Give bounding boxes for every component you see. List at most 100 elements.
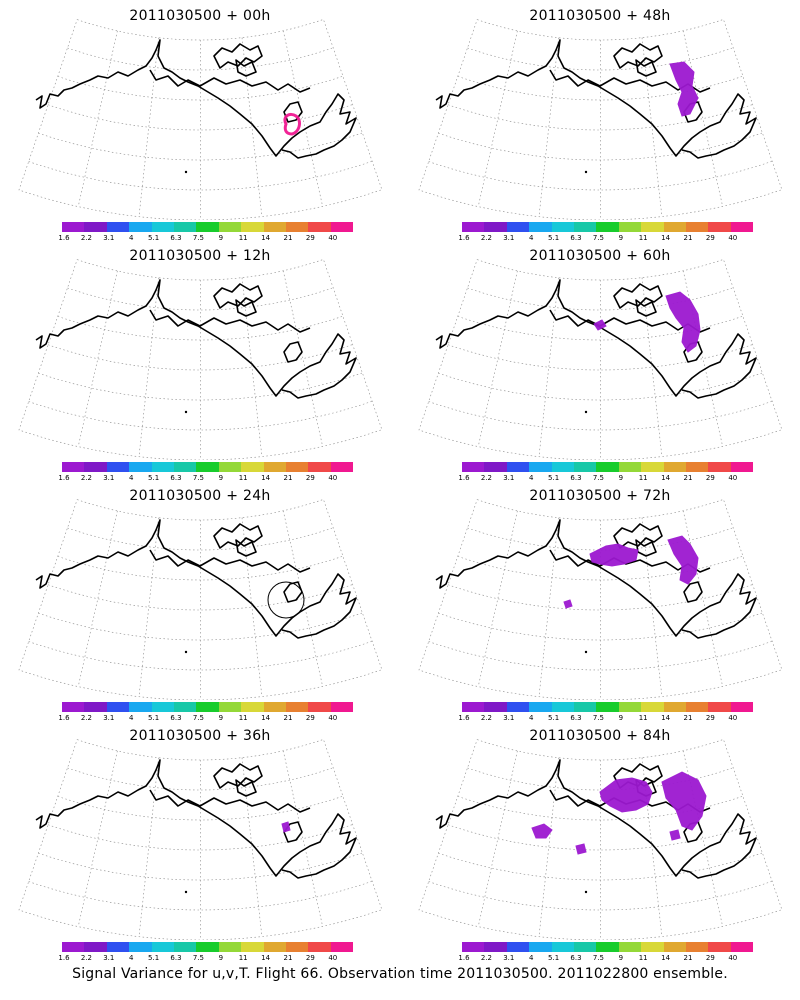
colorbar-tick-label: 21 [683, 954, 693, 962]
colorbar-swatch [730, 702, 754, 712]
colorbar-tick-label: 29 [305, 714, 315, 722]
colorbar-ticks: 1.6 2.2 3.1 4 5.1 6.3 7.5 9 11 14 21 29 40 [58, 954, 362, 964]
panel-title: 2011030500 + 00h [129, 8, 271, 24]
colorbar-swatch [529, 942, 552, 952]
colorbar-tick-label: 2.2 [480, 234, 492, 242]
colorbar-swatch [618, 702, 642, 712]
colorbar [462, 942, 754, 952]
colorbar-swatch [196, 462, 219, 472]
colorbar-tick-label: 40 [328, 954, 338, 962]
colorbar-tick-label: 29 [705, 714, 715, 722]
colorbar-tick-label: 14 [261, 954, 271, 962]
panel-title: 2011030500 + 48h [529, 8, 671, 24]
colorbar-tick-label: 2.2 [480, 954, 492, 962]
colorbar-tick-label: 7.5 [192, 954, 204, 962]
colorbar-swatch [308, 942, 331, 952]
colorbar-tick-label: 29 [705, 954, 715, 962]
colorbar-swatch [618, 462, 642, 472]
colorbar-tick-label: 5.1 [148, 474, 160, 482]
map [418, 19, 783, 220]
colorbar-swatch [218, 222, 242, 232]
colorbar-tick-label: 4 [528, 714, 534, 722]
colorbar-tick-label: 1.6 [458, 954, 470, 962]
colorbar-tick-label: 3.1 [503, 474, 515, 482]
colorbar-swatch [596, 702, 619, 712]
colorbar-swatch [663, 222, 686, 232]
colorbar-tick-label: 14 [661, 714, 671, 722]
signal-area [661, 771, 707, 831]
colorbar-swatch [330, 222, 354, 232]
colorbar-tick-label: 29 [305, 474, 315, 482]
panel-title: 2011030500 + 72h [529, 488, 671, 504]
island [584, 170, 588, 174]
colorbar-swatch [551, 462, 574, 472]
panel-00h: 2011030500 + 00h 1.6 2.2 3.1 4 5.1 6.3 7.5 9 11 1… [0, 0, 400, 242]
colorbar-tick-label: 7.5 [192, 234, 204, 242]
colorbar-tick-label: 6.3 [570, 474, 582, 482]
signal-area [593, 319, 607, 331]
colorbar-tick-label: 40 [728, 474, 738, 482]
colorbar [62, 222, 354, 232]
colorbar-tick-label: 5.1 [548, 714, 560, 722]
colorbar-swatch [685, 462, 709, 472]
colorbar-swatch [663, 462, 686, 472]
colorbar-tick-label: 9 [218, 954, 224, 962]
colorbar-tick-label: 5.1 [548, 234, 560, 242]
colorbar-swatch [708, 942, 731, 952]
colorbar-swatch [129, 462, 152, 472]
colorbar-tick-label: 1.6 [458, 234, 470, 242]
colorbar-swatch [596, 222, 619, 232]
colorbar-tick-label: 4 [528, 474, 534, 482]
coastline [35, 759, 357, 879]
colorbar [62, 942, 354, 952]
island [184, 170, 188, 174]
colorbar-swatch [285, 222, 309, 232]
colorbar-swatch [685, 702, 709, 712]
colorbar-tick-label: 7.5 [192, 474, 204, 482]
colorbar-swatch [285, 942, 309, 952]
colorbar-tick-label: 21 [283, 474, 293, 482]
colorbar-swatch [173, 942, 197, 952]
colorbar-tick-label: 3.1 [103, 954, 115, 962]
colorbar-swatch [308, 222, 331, 232]
colorbar-ticks: 1.6 2.2 3.1 4 5.1 6.3 7.5 9 11 14 21 29 40 [458, 474, 762, 484]
colorbar-swatch [708, 222, 731, 232]
colorbar-swatch [263, 702, 286, 712]
colorbar-swatch [730, 942, 754, 952]
colorbar-swatch [241, 462, 264, 472]
colorbar-tick-label: 3.1 [503, 954, 515, 962]
colorbar-swatch [596, 462, 619, 472]
colorbar-swatch [573, 222, 597, 232]
colorbar-swatch [129, 942, 152, 952]
graticule [28, 510, 373, 700]
colorbar-ticks: 1.6 2.2 3.1 4 5.1 6.3 7.5 9 11 14 21 29 40 [58, 714, 362, 724]
colorbar-tick-label: 14 [661, 234, 671, 242]
colorbar-swatch [708, 462, 731, 472]
colorbar-tick-label: 11 [238, 714, 248, 722]
colorbar-swatch [641, 462, 664, 472]
colorbar-tick-label: 29 [305, 234, 315, 242]
colorbar-swatch [84, 462, 107, 472]
colorbar-swatch [196, 222, 219, 232]
colorbar-tick-label: 40 [328, 474, 338, 482]
signal-area [575, 843, 587, 855]
colorbar-swatch [596, 942, 619, 952]
colorbar-tick-label: 2.2 [480, 714, 492, 722]
colorbar-tick-label: 14 [661, 474, 671, 482]
colorbar-tick-label: 3.1 [503, 234, 515, 242]
colorbar-tick-label: 5.1 [148, 234, 160, 242]
graticule [428, 270, 773, 460]
colorbar-swatch [263, 462, 286, 472]
colorbar-tick-label: 21 [283, 954, 293, 962]
colorbar-swatch [663, 702, 686, 712]
colorbar-swatch [484, 702, 507, 712]
map-boundary [18, 499, 383, 700]
colorbar-swatch [218, 942, 242, 952]
colorbar-tick-label: 11 [238, 954, 248, 962]
colorbar-swatch [462, 942, 485, 952]
colorbar-tick-label: 2.2 [80, 474, 92, 482]
colorbar-swatch [173, 222, 197, 232]
signal-area [531, 823, 553, 839]
map-boundary [18, 739, 383, 940]
colorbar-tick-label: 11 [638, 954, 648, 962]
